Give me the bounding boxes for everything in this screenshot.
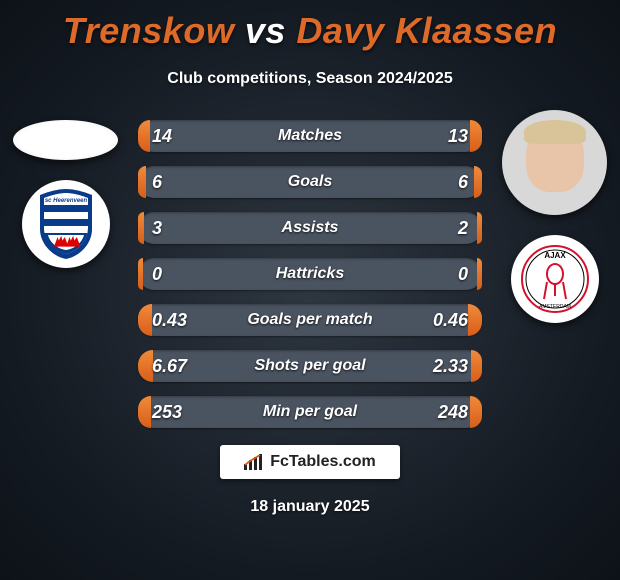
stat-right-value: 2.33 [419, 350, 482, 382]
stat-row: 14 Matches 13 [138, 120, 482, 152]
stat-left-value: 3 [138, 212, 176, 244]
stat-right-value: 6 [444, 166, 482, 198]
left-player-column: sc Heerenveen [8, 110, 123, 268]
stat-left-value: 6.67 [138, 350, 201, 382]
right-player-column: AJAX AMSTERDAM [497, 110, 612, 323]
svg-text:sc Heerenveen: sc Heerenveen [44, 198, 87, 204]
stat-right-value: 2 [444, 212, 482, 244]
stat-row: 6.67 Shots per goal 2.33 [138, 350, 482, 382]
stat-left-value: 253 [138, 396, 196, 428]
stat-row: 6 Goals 6 [138, 166, 482, 198]
date-label: 18 january 2025 [250, 498, 369, 516]
stat-right-value: 248 [424, 396, 482, 428]
brand-badge: FcTables.com [220, 445, 400, 479]
page-title: Trenskow vs Davy Klaassen [0, 0, 620, 52]
ajax-logo-icon: AJAX AMSTERDAM [520, 244, 590, 314]
svg-text:AMSTERDAM: AMSTERDAM [539, 304, 571, 310]
player2-name: Davy Klaassen [296, 10, 557, 51]
stat-left-value: 0 [138, 258, 176, 290]
stat-row: 0.43 Goals per match 0.46 [138, 304, 482, 336]
stat-right-value: 13 [434, 120, 482, 152]
player2-club-logo: AJAX AMSTERDAM [511, 235, 599, 323]
stat-label: Goals per match [247, 311, 372, 329]
stat-label: Hattricks [276, 265, 344, 283]
stat-left-value: 0.43 [138, 304, 201, 336]
stat-right-value: 0.46 [419, 304, 482, 336]
player2-photo [502, 110, 607, 215]
stats-table: 14 Matches 13 6 Goals 6 3 Assists 2 0 Hattricks 0 0.… [138, 120, 482, 428]
chart-icon [244, 454, 264, 470]
stat-left-value: 14 [138, 120, 186, 152]
stat-row: 3 Assists 2 [138, 212, 482, 244]
stat-label: Matches [278, 127, 342, 145]
brand-text: FcTables.com [270, 453, 376, 471]
stat-label: Assists [282, 219, 339, 237]
stat-label: Shots per goal [254, 357, 365, 375]
vs-text: vs [245, 10, 286, 51]
player1-photo [13, 120, 118, 160]
stat-row: 0 Hattricks 0 [138, 258, 482, 290]
player1-club-logo: sc Heerenveen [22, 180, 110, 268]
svg-text:AJAX: AJAX [544, 251, 566, 260]
player1-name: Trenskow [63, 10, 234, 51]
stat-label: Min per goal [263, 403, 357, 421]
stat-row: 253 Min per goal 248 [138, 396, 482, 428]
stat-left-value: 6 [138, 166, 176, 198]
subtitle: Club competitions, Season 2024/2025 [0, 70, 620, 88]
stat-label: Goals [288, 173, 332, 191]
stat-right-value: 0 [444, 258, 482, 290]
heerenveen-logo-icon: sc Heerenveen [34, 187, 98, 261]
